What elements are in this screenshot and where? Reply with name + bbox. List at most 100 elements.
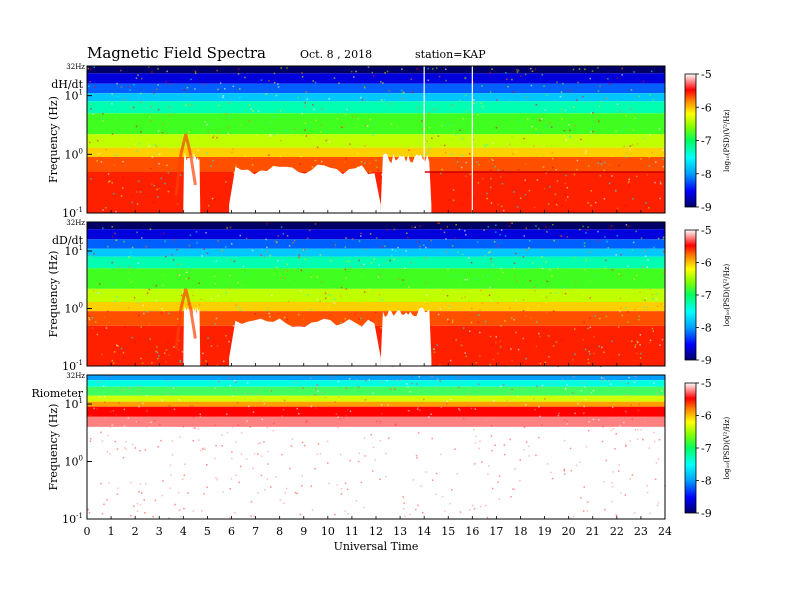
x-tick-label: 22 (610, 525, 624, 538)
colorbar-tick-label: -7 (701, 442, 712, 455)
colorbar-tick-label: -8 (701, 322, 712, 335)
x-tick-label: 21 (586, 525, 600, 538)
spectrum-band (87, 83, 665, 94)
x-tick-label: 7 (252, 525, 259, 538)
quiet-region (183, 304, 201, 366)
spectrum-band (87, 147, 665, 158)
spectrum-band (87, 288, 665, 302)
x-tick-label: 3 (156, 525, 163, 538)
y-axis-title: Frequency (Hz) (47, 96, 60, 183)
panel-label: dH/dt (51, 78, 83, 91)
spectrum-band (87, 256, 665, 269)
quiet-region (380, 153, 432, 213)
colorbar-tick-label: -9 (701, 507, 712, 520)
spectrum-band (87, 239, 665, 249)
quiet-region (229, 164, 381, 213)
colorbar-tick-label: -9 (701, 354, 712, 367)
y-tick-label: 10-1 (62, 206, 83, 220)
station-label: station=KAP (415, 48, 486, 61)
x-tick-label: 11 (345, 525, 359, 538)
colorbar-tick-label: -9 (701, 201, 712, 214)
spectrum-band (87, 157, 665, 172)
spectrum-band (87, 66, 665, 74)
colorbar-tick-label: -6 (701, 410, 712, 423)
quiet-region (183, 151, 201, 213)
colorbar (684, 229, 697, 361)
spectrum-band (87, 375, 665, 381)
activity-peak (174, 288, 197, 349)
panel-label: Riometer (31, 387, 83, 400)
x-tick-label: 15 (441, 525, 455, 538)
x-tick-label: 16 (465, 525, 479, 538)
y-tick-label: 100 (65, 455, 83, 469)
x-tick-label: 6 (228, 525, 235, 538)
y-axis-title: Frequency (Hz) (47, 404, 60, 491)
colorbar-tick-label: -5 (701, 68, 712, 81)
colorbar (684, 73, 697, 208)
date-label: Oct. 8 , 2018 (300, 48, 373, 61)
y-tick-label: 10-1 (62, 512, 83, 526)
spectrum-band (87, 101, 665, 114)
spectrum-band (87, 268, 665, 289)
y-tick-label: 100 (65, 302, 83, 316)
colorbar-tick-label: -5 (701, 377, 712, 390)
x-tick-label: 18 (514, 525, 528, 538)
colorbar-label: log₁₀(PSD)(V²/Hz) (723, 416, 731, 479)
panel-1: 10-1 100 101 32Hz dH/dt Frequency (Hz) -5 -6 -7 -… (47, 62, 731, 220)
x-tick-label: 23 (634, 525, 648, 538)
spectrum-band (87, 229, 665, 240)
spectrum-band (87, 406, 665, 417)
x-tick-label: 20 (562, 525, 576, 538)
top-frequency-label: 32Hz (66, 63, 85, 71)
quiet-region (229, 318, 381, 366)
colorbar-label: log₁₀(PSD)(V²/Hz) (723, 109, 731, 172)
spectrum-band (87, 395, 665, 402)
colorbar-label: log₁₀(PSD)(V²/Hz) (723, 263, 731, 326)
spectrum-band (87, 134, 665, 148)
colorbar-tick-label: -6 (701, 101, 712, 114)
spectrum-band (87, 73, 665, 84)
y-tick-label: 101 (65, 89, 83, 103)
x-tick-label: 12 (369, 525, 383, 538)
colorbar-tick-label: -7 (701, 289, 712, 302)
y-tick-label: 100 (65, 147, 83, 161)
top-frequency-label: 32Hz (66, 219, 85, 227)
spectrum-band (87, 113, 665, 135)
x-tick-label: 4 (180, 525, 187, 538)
x-tick-label: 2 (132, 525, 139, 538)
x-tick-label: 13 (393, 525, 407, 538)
x-tick-label: 1 (108, 525, 115, 538)
x-tick-label: 10 (321, 525, 335, 538)
x-tick-label: 17 (489, 525, 503, 538)
colorbar-tick-label: -7 (701, 135, 712, 148)
spectrum-band (87, 301, 665, 312)
colorbar-tick-label: -8 (701, 475, 712, 488)
spectrum-band (87, 386, 665, 396)
spectrum-band (87, 93, 665, 102)
colorbar-tick-label: -8 (701, 168, 712, 181)
spectrum-band (87, 401, 665, 407)
x-tick-label: 5 (204, 525, 211, 538)
y-axis-title: Frequency (Hz) (47, 251, 60, 338)
spectrum-texture (87, 66, 667, 214)
spectrum-texture (87, 375, 666, 520)
quiet-region (380, 307, 432, 366)
colorbar-tick-label: -6 (701, 257, 712, 270)
panel-2: 10-1 100 101 32Hz dD/dt Frequency (Hz) -5 -6 -7 -… (47, 219, 731, 373)
spectrum-band (87, 248, 665, 257)
spectrum-band (87, 311, 665, 326)
y-tick-label: 101 (65, 397, 83, 411)
y-tick-label: 10-1 (62, 359, 83, 373)
x-tick-label: 8 (276, 525, 283, 538)
spectrum-band (87, 380, 665, 387)
x-tick-label: 0 (84, 525, 91, 538)
chart-title: Magnetic Field Spectra (87, 44, 266, 62)
x-tick-label: 14 (417, 525, 431, 538)
colorbar-tick-label: -5 (701, 224, 712, 237)
colorbar (684, 382, 697, 514)
panel-label: dD/dt (52, 234, 84, 247)
x-tick-label: 9 (300, 525, 307, 538)
x-axis-title: Universal Time (334, 540, 419, 553)
